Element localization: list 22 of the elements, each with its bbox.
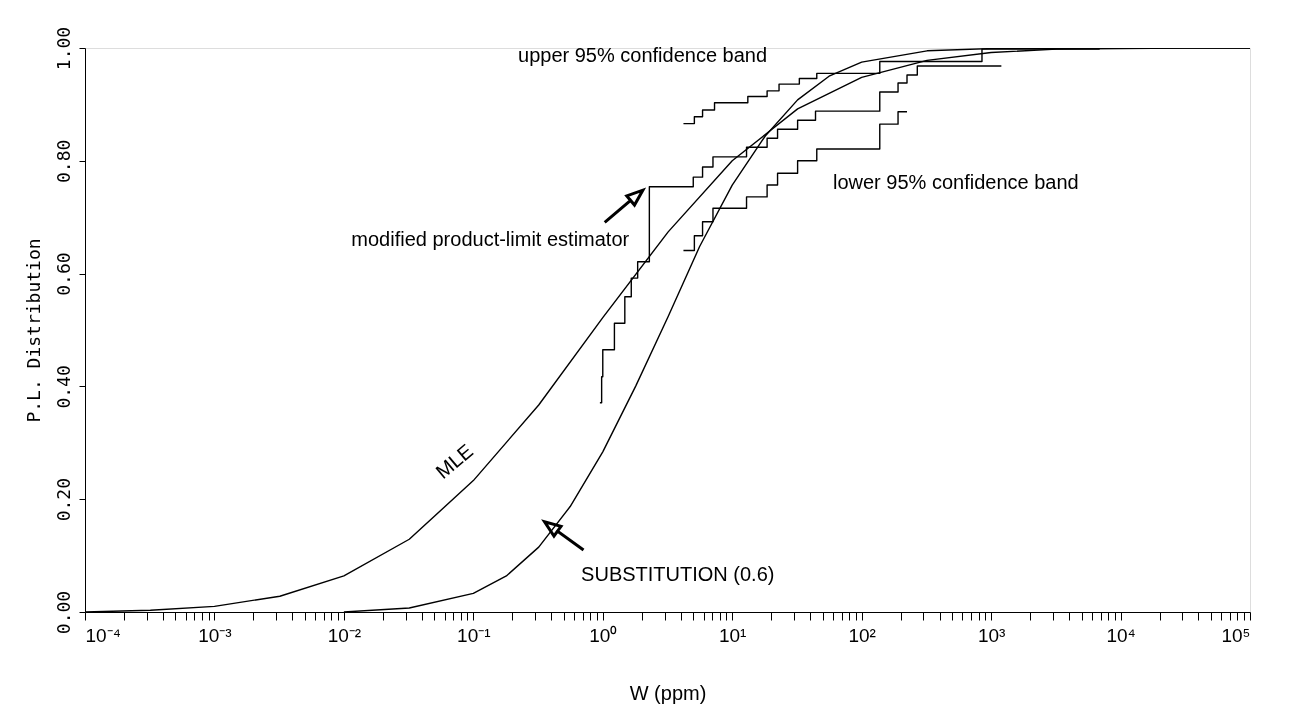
x-tick-label: 10⁻¹ [457, 624, 491, 646]
x-axis-title: W (ppm) [629, 681, 707, 704]
x-tick-label: 10² [848, 624, 876, 646]
x-tick-label: 10⁰ [589, 624, 618, 646]
y-tick-label: 1.00 [52, 26, 74, 71]
x-tick-label: 10⁴ [1106, 624, 1136, 646]
annotation: SUBSTITUTION (0.6) [581, 563, 775, 586]
y-tick-label: 0.40 [52, 365, 74, 409]
y-tick-label: 0.80 [52, 139, 74, 183]
x-tick-label: 10³ [977, 624, 1006, 646]
y-axis-title: P.L. Distribution [22, 238, 44, 423]
annotation: upper 95% confidence band [518, 44, 768, 67]
annotation: lower 95% confidence band [832, 170, 1079, 193]
annotation: modified product-limit estimator [351, 227, 630, 250]
x-tick-label: 10⁻³ [198, 624, 232, 646]
x-tick-label: 10¹ [718, 624, 747, 646]
x-tick-label: 10⁵ [1221, 624, 1251, 646]
y-tick-label: 0.60 [52, 252, 74, 296]
y-tick-label: 0.20 [52, 478, 74, 522]
x-tick-label: 10⁻⁴ [85, 624, 121, 646]
x-tick-label: 10⁻² [327, 624, 362, 646]
y-tick-label: 0.00 [52, 590, 74, 635]
